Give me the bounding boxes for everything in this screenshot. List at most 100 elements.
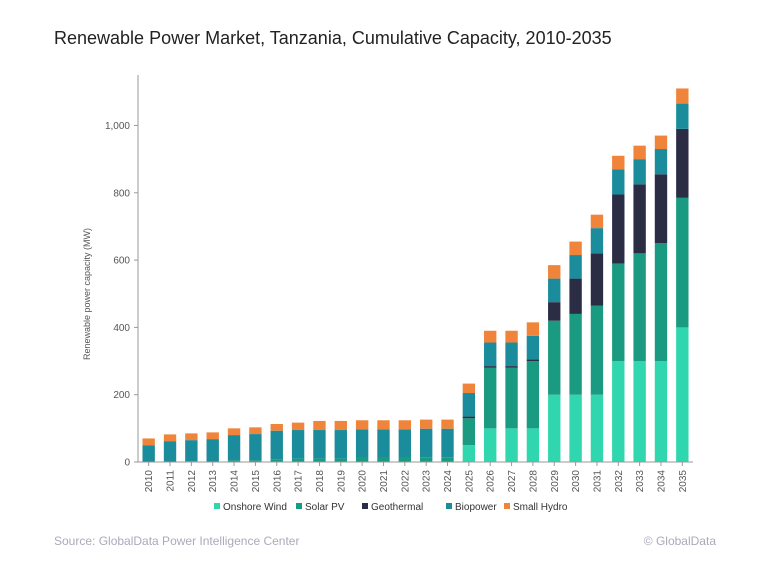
bar-segment <box>526 335 540 360</box>
bar-segment <box>590 253 604 306</box>
bar-segment <box>313 420 326 431</box>
x-tick-label: 2011 <box>166 470 177 492</box>
bar-segment <box>206 460 219 462</box>
bar-segment <box>484 367 497 429</box>
x-tick-label: 2025 <box>464 470 475 493</box>
bar-segment <box>569 255 582 279</box>
bar-segment <box>505 366 518 368</box>
bar-segment <box>676 128 689 198</box>
x-tick-label: 2020 <box>358 470 369 493</box>
x-tick-label: 2021 <box>379 470 390 493</box>
bar-segment <box>355 429 369 458</box>
bar-segment <box>654 361 668 462</box>
bar-segment <box>505 428 518 462</box>
bar-segment <box>633 184 646 254</box>
bar-segment <box>441 457 454 462</box>
x-tick-label: 2026 <box>486 470 497 493</box>
bar-segment <box>484 330 497 343</box>
bar-segment <box>249 460 262 462</box>
bar-segment <box>355 420 369 430</box>
bar-segment <box>548 265 561 279</box>
bar-segment <box>377 420 390 430</box>
bar-segment <box>313 430 326 459</box>
bar-segment <box>291 430 305 459</box>
bar-segment <box>398 420 412 430</box>
legend-swatch <box>214 503 220 509</box>
bar-segment <box>185 440 198 462</box>
x-tick-label: 2015 <box>251 470 262 493</box>
x-tick-label: 2013 <box>208 470 219 493</box>
bar-segment <box>484 342 497 367</box>
y-tick-label: 1,000 <box>105 121 130 132</box>
credit: © GlobalData <box>644 534 717 548</box>
bar-segment <box>462 445 476 462</box>
y-tick-label: 800 <box>113 188 130 199</box>
bar-segment <box>142 438 155 446</box>
legend-label: Small Hydro <box>513 502 568 513</box>
bar-segment <box>291 458 305 462</box>
bar-segment <box>612 263 625 362</box>
bar-segment <box>377 457 390 462</box>
legend-label: Biopower <box>455 502 497 513</box>
bar-segment <box>419 457 433 462</box>
y-tick-label: 0 <box>124 458 130 469</box>
bar-segment <box>569 278 582 314</box>
bar-segment <box>526 428 540 462</box>
bar-segment <box>398 457 412 462</box>
x-tick-label: 2019 <box>336 470 347 493</box>
bar-segment <box>676 327 689 462</box>
bar-segment <box>548 278 561 303</box>
bar-segment <box>590 394 604 462</box>
y-tick-label: 600 <box>113 256 130 267</box>
x-tick-label: 2033 <box>635 470 646 493</box>
bar-segment <box>526 359 540 362</box>
x-tick-label: 2010 <box>144 470 155 493</box>
bar-segment <box>569 394 582 462</box>
x-tick-label: 2030 <box>571 470 582 493</box>
x-tick-label: 2014 <box>230 470 241 493</box>
x-tick-label: 2031 <box>592 470 603 493</box>
bar-segment <box>654 174 668 244</box>
bar-segment <box>526 361 540 429</box>
bar-segment <box>676 103 689 129</box>
bar-segment <box>526 322 540 336</box>
bar-segment <box>462 416 476 419</box>
bar-segment <box>249 427 262 435</box>
x-tick-label: 2022 <box>400 470 411 493</box>
legend-swatch <box>296 503 302 509</box>
bar-segment <box>398 429 412 458</box>
bar-segment <box>462 393 476 417</box>
legend-swatch <box>362 503 368 509</box>
bar-segment <box>334 458 347 462</box>
x-tick-label: 2023 <box>422 470 433 493</box>
bar-segment <box>142 445 155 462</box>
y-tick-label: 400 <box>113 323 130 334</box>
bar-segment <box>676 88 689 104</box>
x-tick-label: 2034 <box>656 470 667 493</box>
bar-segment <box>163 434 177 442</box>
bar-segment <box>505 342 518 367</box>
bar-segment <box>505 330 518 343</box>
legend-label: Geothermal <box>371 502 423 513</box>
bar-segment <box>654 243 668 362</box>
legend-label: Onshore Wind <box>223 502 287 513</box>
source: Source: GlobalData Power Intelligence Ce… <box>54 534 299 548</box>
bar-segment <box>270 423 283 431</box>
bar-segment <box>590 305 604 395</box>
bar-segment <box>163 441 177 462</box>
bar-segment <box>377 429 390 458</box>
bar-segment <box>355 457 369 462</box>
x-tick-label: 2012 <box>187 470 198 493</box>
bar-segment <box>270 430 283 460</box>
bar-segment <box>227 428 241 436</box>
x-tick-label: 2018 <box>315 470 326 493</box>
bar-segment <box>227 435 241 461</box>
bar-segment <box>633 253 646 362</box>
bar-segment <box>227 460 241 462</box>
bar-segment <box>548 320 561 395</box>
y-tick-label: 200 <box>113 390 130 401</box>
chart-title: Renewable Power Market, Tanzania, Cumula… <box>54 28 612 48</box>
legend-swatch <box>504 503 510 509</box>
x-tick-label: 2032 <box>614 470 625 493</box>
